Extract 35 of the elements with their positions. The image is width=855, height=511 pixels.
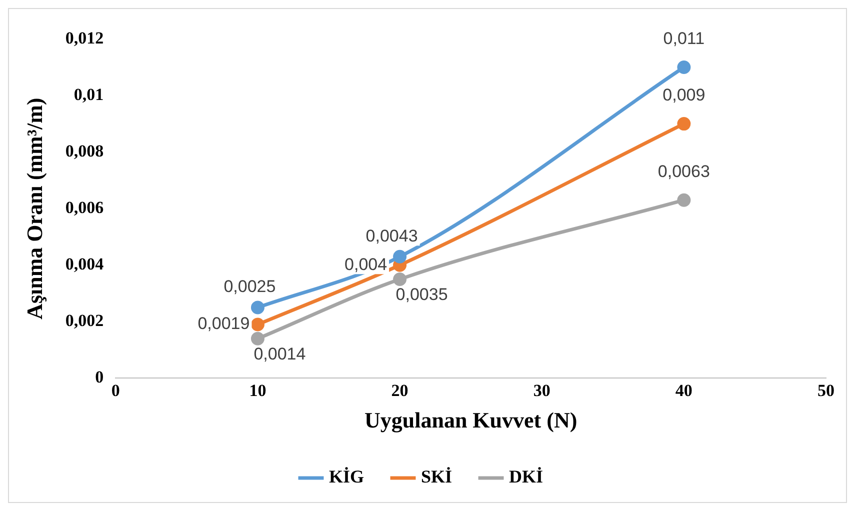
y-tick-label: 0,004 — [65, 254, 104, 274]
y-tick-label: 0,002 — [65, 311, 104, 330]
x-tick-label: 20 — [391, 380, 408, 400]
data-label: 0,0043 — [366, 226, 418, 246]
data-label: 0,0019 — [198, 314, 250, 334]
y-tick-label: 0 — [95, 368, 104, 387]
point — [393, 272, 407, 286]
point — [393, 250, 407, 264]
legend-label: SKİ — [420, 466, 452, 487]
y-tick-label: 0,006 — [65, 198, 104, 217]
data-label: 0,004 — [344, 254, 388, 274]
data-label: 0,011 — [663, 28, 705, 48]
point — [677, 193, 691, 207]
x-tick-label: 40 — [675, 380, 692, 400]
y-tick-label: 0,012 — [65, 28, 104, 48]
legend-label: DKİ — [509, 466, 544, 487]
x-axis-title: Uygulanan Kuvvet (N) — [364, 407, 578, 432]
point — [250, 300, 264, 314]
legend-label: KİG — [328, 466, 364, 487]
data-label: 0,009 — [662, 85, 706, 104]
x-tick-label: 0 — [111, 380, 120, 400]
data-label: 0,0063 — [658, 162, 710, 181]
data-label: 0,0014 — [254, 344, 306, 364]
x-tick-label: 50 — [818, 380, 834, 400]
point — [250, 332, 264, 346]
x-tick-label: 10 — [249, 380, 266, 400]
data-label: 0,0025 — [224, 277, 276, 296]
y-axis-title: Aşınma Oranı (mm³/m) — [22, 98, 47, 320]
y-tick-label: 0,008 — [65, 141, 104, 160]
point — [677, 60, 691, 74]
x-tick-label: 30 — [533, 380, 550, 400]
point — [677, 117, 691, 131]
data-label: 0,0035 — [396, 284, 448, 304]
point — [250, 318, 264, 332]
y-tick-label: 0,01 — [74, 84, 104, 104]
